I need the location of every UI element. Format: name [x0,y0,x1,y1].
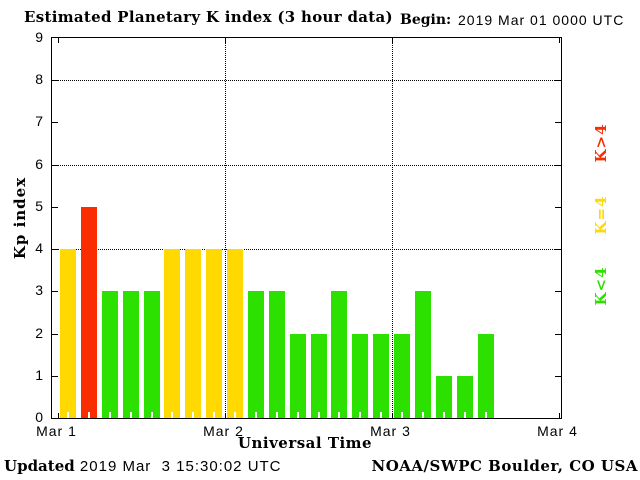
y-tick-right [555,333,561,335]
x-tick-notch [87,412,90,418]
y-tick-left [52,164,58,166]
x-tick-notch [317,412,320,418]
x-tick-notch [296,412,299,418]
kp-bar-11 [289,333,306,418]
page-title: Estimated Planetary K index (3 hour data… [24,8,393,26]
x-axis-label: Universal Time [237,434,373,452]
day-tick-bottom [558,413,560,418]
x-tick-notch [254,412,257,418]
x-tick-notch [421,412,424,418]
x-tick-notch [171,412,174,418]
x-tick-label: Mar 4 [537,423,578,439]
kp-bar-6 [185,249,202,418]
grid-line-mar-2 [224,38,226,418]
x-tick-label: Mar 3 [370,423,411,439]
kp-bar-10 [268,291,285,418]
y-tick-right [555,122,561,124]
footer-updated-value: 2019 Mar 3 15:30:02 UTC [74,458,282,475]
kp-bar-3 [122,291,139,418]
day-tick-top [558,38,560,43]
kp-bar-15 [373,333,390,418]
y-tick-left [52,206,58,208]
x-tick-notch [484,412,487,418]
kp-bar-20 [477,333,494,418]
legend-item-k-lt-4: K<4 [592,266,610,306]
x-tick-notch [275,412,278,418]
kp-bar-2 [101,291,118,418]
kp-bar-14 [352,333,369,418]
grid-line-kp-8 [52,80,561,82]
kp-bar-16 [394,333,410,418]
footer-updated: Updated 2019 Mar 3 15:30:02 UTC [4,457,282,475]
x-tick-notch [401,412,403,418]
x-tick-notch [234,412,236,418]
day-tick-bottom [391,413,393,418]
x-tick-notch [359,412,362,418]
kp-bar-17 [414,291,431,418]
kp-bar-18 [435,375,452,418]
x-tick-label: Mar 2 [203,423,244,439]
y-tick-left [52,375,58,377]
day-tick-top [57,38,59,43]
y-tick-left [52,249,58,251]
grid-line-mar-3 [391,38,393,418]
x-tick-notch [380,412,383,418]
day-tick-bottom [224,413,226,418]
y-tick-label: 2 [35,324,43,341]
y-tick-right [555,375,561,377]
y-tick-label: 1 [35,366,43,383]
kp-bar-8 [227,249,243,418]
y-tick-label: 3 [35,282,43,299]
legend-item-k-eq-4: K=4 [592,195,610,235]
x-tick-notch [442,412,445,418]
y-tick-label: 5 [35,197,43,214]
day-tick-bottom [57,413,59,418]
y-tick-right [555,80,561,82]
begin-value: 2019 Mar 01 0000 UTC [458,12,625,28]
kp-bar-7 [206,249,223,418]
kp-bar-1 [80,206,97,418]
x-tick-notch [150,412,153,418]
grid-line-kp-4 [52,249,561,251]
kp-bar-4 [143,291,160,418]
y-tick-right [555,249,561,251]
footer-credit: NOAA/SWPC Boulder, CO USA [371,457,638,475]
x-tick-notch [108,412,111,418]
x-tick-notch [192,412,195,418]
x-tick-notch [213,412,216,418]
y-tick-label: 4 [35,240,43,257]
x-tick-notch [67,412,69,418]
y-tick-label: 7 [35,113,43,130]
kp-bar-12 [310,333,327,418]
y-tick-left [52,291,58,293]
kp-bar-19 [456,375,473,418]
x-tick-label: Mar 1 [36,423,77,439]
y-tick-label: 0 [35,409,43,425]
footer-updated-label: Updated [4,457,75,475]
y-tick-label: 6 [35,155,43,172]
legend-item-k-gt-4: K>4 [592,123,610,163]
kp-bar-0 [60,249,76,418]
y-tick-left [52,80,58,82]
plot-area [51,37,562,419]
grid-line-kp-6 [52,164,561,166]
x-tick-notch [338,412,341,418]
y-tick-label: 9 [35,29,43,45]
day-tick-top [391,38,393,43]
y-tick-label: 8 [35,71,43,88]
kp-bar-5 [164,249,181,418]
y-tick-left [52,122,58,124]
kp-bar-13 [331,291,348,418]
kp-bar-9 [247,291,264,418]
y-tick-right [555,164,561,166]
begin-label: Begin: [400,12,452,28]
x-tick-notch [463,412,466,418]
y-tick-right [555,206,561,208]
y-tick-right [555,291,561,293]
y-tick-left [52,333,58,335]
x-tick-notch [129,412,132,418]
day-tick-top [224,38,226,43]
